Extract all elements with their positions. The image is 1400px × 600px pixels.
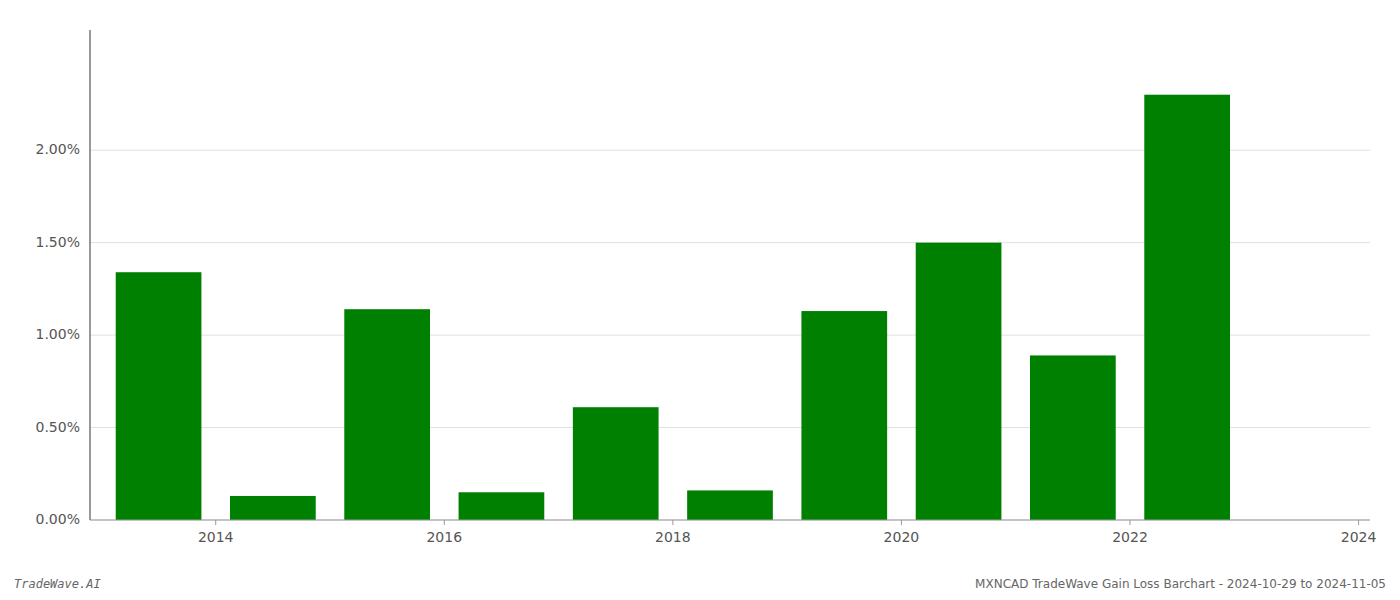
bar (1030, 355, 1116, 520)
bar (459, 492, 545, 520)
footer-left: TradeWave.AI (14, 577, 101, 591)
x-tick (672, 520, 673, 525)
x-tick-label: 2022 (1112, 529, 1148, 545)
x-axis: 2014 2016 2018 2020 2022 2024 (90, 520, 1376, 545)
x-tick-label: 2014 (198, 529, 234, 545)
x-tick (215, 520, 216, 525)
x-tick-label: 2020 (884, 529, 920, 545)
chart-container: 0.00% 0.50% 1.00% 1.50% 2.00% 2014 2016 2018 202… (0, 0, 1400, 600)
y-axis: 0.00% 0.50% 1.00% 1.50% 2.00% (36, 30, 90, 527)
bar (687, 490, 773, 520)
x-tick-label: 2016 (426, 529, 462, 545)
y-tick-label: 1.50% (36, 234, 80, 250)
x-tick (444, 520, 445, 525)
x-tick (901, 520, 902, 525)
y-tick-label: 1.00% (36, 326, 80, 342)
x-tick (1358, 520, 1359, 525)
bars (116, 95, 1230, 520)
x-tick-label: 2024 (1341, 529, 1377, 545)
y-tick-label: 0.00% (36, 511, 80, 527)
footer-right: MXNCAD TradeWave Gain Loss Barchart - 20… (975, 577, 1386, 591)
y-tick-label: 2.00% (36, 141, 80, 157)
bar (230, 496, 316, 520)
y-axis-line (90, 30, 91, 520)
y-tick-label: 0.50% (36, 419, 80, 435)
bar (916, 243, 1002, 520)
x-tick (1130, 520, 1131, 525)
chart-svg: 0.00% 0.50% 1.00% 1.50% 2.00% 2014 2016 2018 202… (0, 0, 1400, 600)
bar (1144, 95, 1230, 520)
bar (344, 309, 430, 520)
grid-line (90, 520, 1370, 521)
x-tick-label: 2018 (655, 529, 691, 545)
bar (116, 272, 202, 520)
x-axis-line (90, 520, 1370, 521)
bar (801, 311, 887, 520)
bar (573, 407, 659, 520)
